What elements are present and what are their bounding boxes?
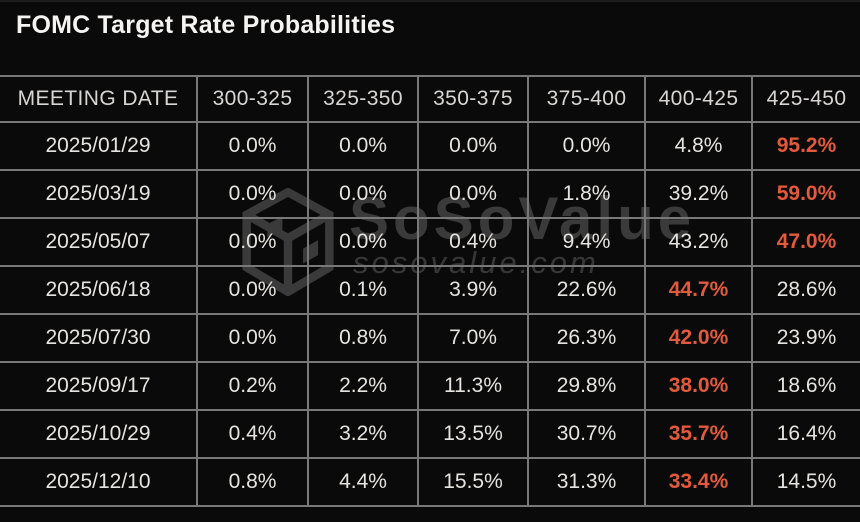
meeting-date-cell: 2025/01/29 bbox=[0, 121, 198, 171]
table-row: 2025/12/10 0.8% 4.4% 15.5% 31.3% 33.4% 14.5% bbox=[0, 457, 860, 507]
probability-cell: 11.3% bbox=[417, 361, 529, 411]
probability-cell: 0.0% bbox=[417, 121, 529, 171]
table-row: 2025/07/30 0.0% 0.8% 7.0% 26.3% 42.0% 23.9% bbox=[0, 313, 860, 363]
probability-cell: 33.4% bbox=[644, 457, 753, 507]
probability-cell: 0.1% bbox=[307, 265, 419, 315]
probability-cell: 9.4% bbox=[527, 217, 646, 267]
meeting-date-cell: 2025/12/10 bbox=[0, 457, 198, 507]
probability-cell: 15.5% bbox=[417, 457, 529, 507]
meeting-date-cell: 2025/07/30 bbox=[0, 313, 198, 363]
rate-range-header: 350-375 bbox=[417, 75, 529, 123]
rate-range-header: 375-400 bbox=[527, 75, 646, 123]
page-title: FOMC Target Rate Probabilities bbox=[16, 11, 396, 39]
probability-cell: 0.0% bbox=[196, 313, 309, 363]
probability-cell: 39.2% bbox=[644, 169, 753, 219]
probability-cell: 42.0% bbox=[644, 313, 753, 363]
rate-range-header: 325-350 bbox=[307, 75, 419, 123]
probability-cell: 0.8% bbox=[196, 457, 309, 507]
meeting-date-cell: 2025/09/17 bbox=[0, 361, 198, 411]
rate-range-header: 300-325 bbox=[196, 75, 309, 123]
table-row: 2025/01/29 0.0% 0.0% 0.0% 0.0% 4.8% 95.2% bbox=[0, 121, 860, 171]
table-row: 2025/09/17 0.2% 2.2% 11.3% 29.8% 38.0% 18.6% bbox=[0, 361, 860, 411]
probability-cell: 30.7% bbox=[527, 409, 646, 459]
probability-cell: 47.0% bbox=[751, 217, 860, 267]
probability-cell: 4.4% bbox=[307, 457, 419, 507]
probability-cell: 35.7% bbox=[644, 409, 753, 459]
probability-cell: 43.2% bbox=[644, 217, 753, 267]
probability-cell: 3.9% bbox=[417, 265, 529, 315]
meeting-date-cell: 2025/05/07 bbox=[0, 217, 198, 267]
probability-cell: 2.2% bbox=[307, 361, 419, 411]
probability-cell: 14.5% bbox=[751, 457, 860, 507]
rate-range-header: 425-450 bbox=[751, 75, 860, 123]
probabilities-table: MEETING DATE 300-325 325-350 350-375 375-400… bbox=[0, 75, 860, 507]
table-header-row: MEETING DATE 300-325 325-350 350-375 375-400… bbox=[0, 75, 860, 123]
probability-cell: 4.8% bbox=[644, 121, 753, 171]
probability-cell: 0.0% bbox=[307, 169, 419, 219]
probability-cell: 0.0% bbox=[307, 121, 419, 171]
probability-cell: 23.9% bbox=[751, 313, 860, 363]
probability-cell: 0.0% bbox=[196, 265, 309, 315]
probability-cell: 59.0% bbox=[751, 169, 860, 219]
table-row: 2025/10/29 0.4% 3.2% 13.5% 30.7% 35.7% 16.4% bbox=[0, 409, 860, 459]
meeting-date-cell: 2025/10/29 bbox=[0, 409, 198, 459]
probability-cell: 44.7% bbox=[644, 265, 753, 315]
table-row: 2025/03/19 0.0% 0.0% 0.0% 1.8% 39.2% 59.0% bbox=[0, 169, 860, 219]
probability-cell: 3.2% bbox=[307, 409, 419, 459]
probability-cell: 26.3% bbox=[527, 313, 646, 363]
probability-cell: 31.3% bbox=[527, 457, 646, 507]
probability-cell: 22.6% bbox=[527, 265, 646, 315]
probability-cell: 38.0% bbox=[644, 361, 753, 411]
probability-cell: 28.6% bbox=[751, 265, 860, 315]
table-row: 2025/06/18 0.0% 0.1% 3.9% 22.6% 44.7% 28.6% bbox=[0, 265, 860, 315]
probability-cell: 18.6% bbox=[751, 361, 860, 411]
meeting-date-header: MEETING DATE bbox=[0, 75, 198, 123]
probability-cell: 7.0% bbox=[417, 313, 529, 363]
probability-cell: 0.8% bbox=[307, 313, 419, 363]
probability-cell: 0.0% bbox=[196, 121, 309, 171]
probability-cell: 1.8% bbox=[527, 169, 646, 219]
probability-cell: 16.4% bbox=[751, 409, 860, 459]
rate-range-header: 400-425 bbox=[644, 75, 753, 123]
table-row: 2025/05/07 0.0% 0.0% 0.4% 9.4% 43.2% 47.0% bbox=[0, 217, 860, 267]
probability-cell: 0.4% bbox=[196, 409, 309, 459]
meeting-date-cell: 2025/06/18 bbox=[0, 265, 198, 315]
probability-cell: 29.8% bbox=[527, 361, 646, 411]
probability-cell: 95.2% bbox=[751, 121, 860, 171]
probability-cell: 0.0% bbox=[417, 169, 529, 219]
probability-cell: 0.2% bbox=[196, 361, 309, 411]
probability-cell: 0.0% bbox=[196, 169, 309, 219]
probability-cell: 0.0% bbox=[196, 217, 309, 267]
table-body: 2025/01/29 0.0% 0.0% 0.0% 0.0% 4.8% 95.2% 2025/… bbox=[0, 121, 860, 507]
probability-cell: 0.0% bbox=[307, 217, 419, 267]
probability-cell: 0.4% bbox=[417, 217, 529, 267]
probability-cell: 0.0% bbox=[527, 121, 646, 171]
meeting-date-cell: 2025/03/19 bbox=[0, 169, 198, 219]
probability-cell: 13.5% bbox=[417, 409, 529, 459]
